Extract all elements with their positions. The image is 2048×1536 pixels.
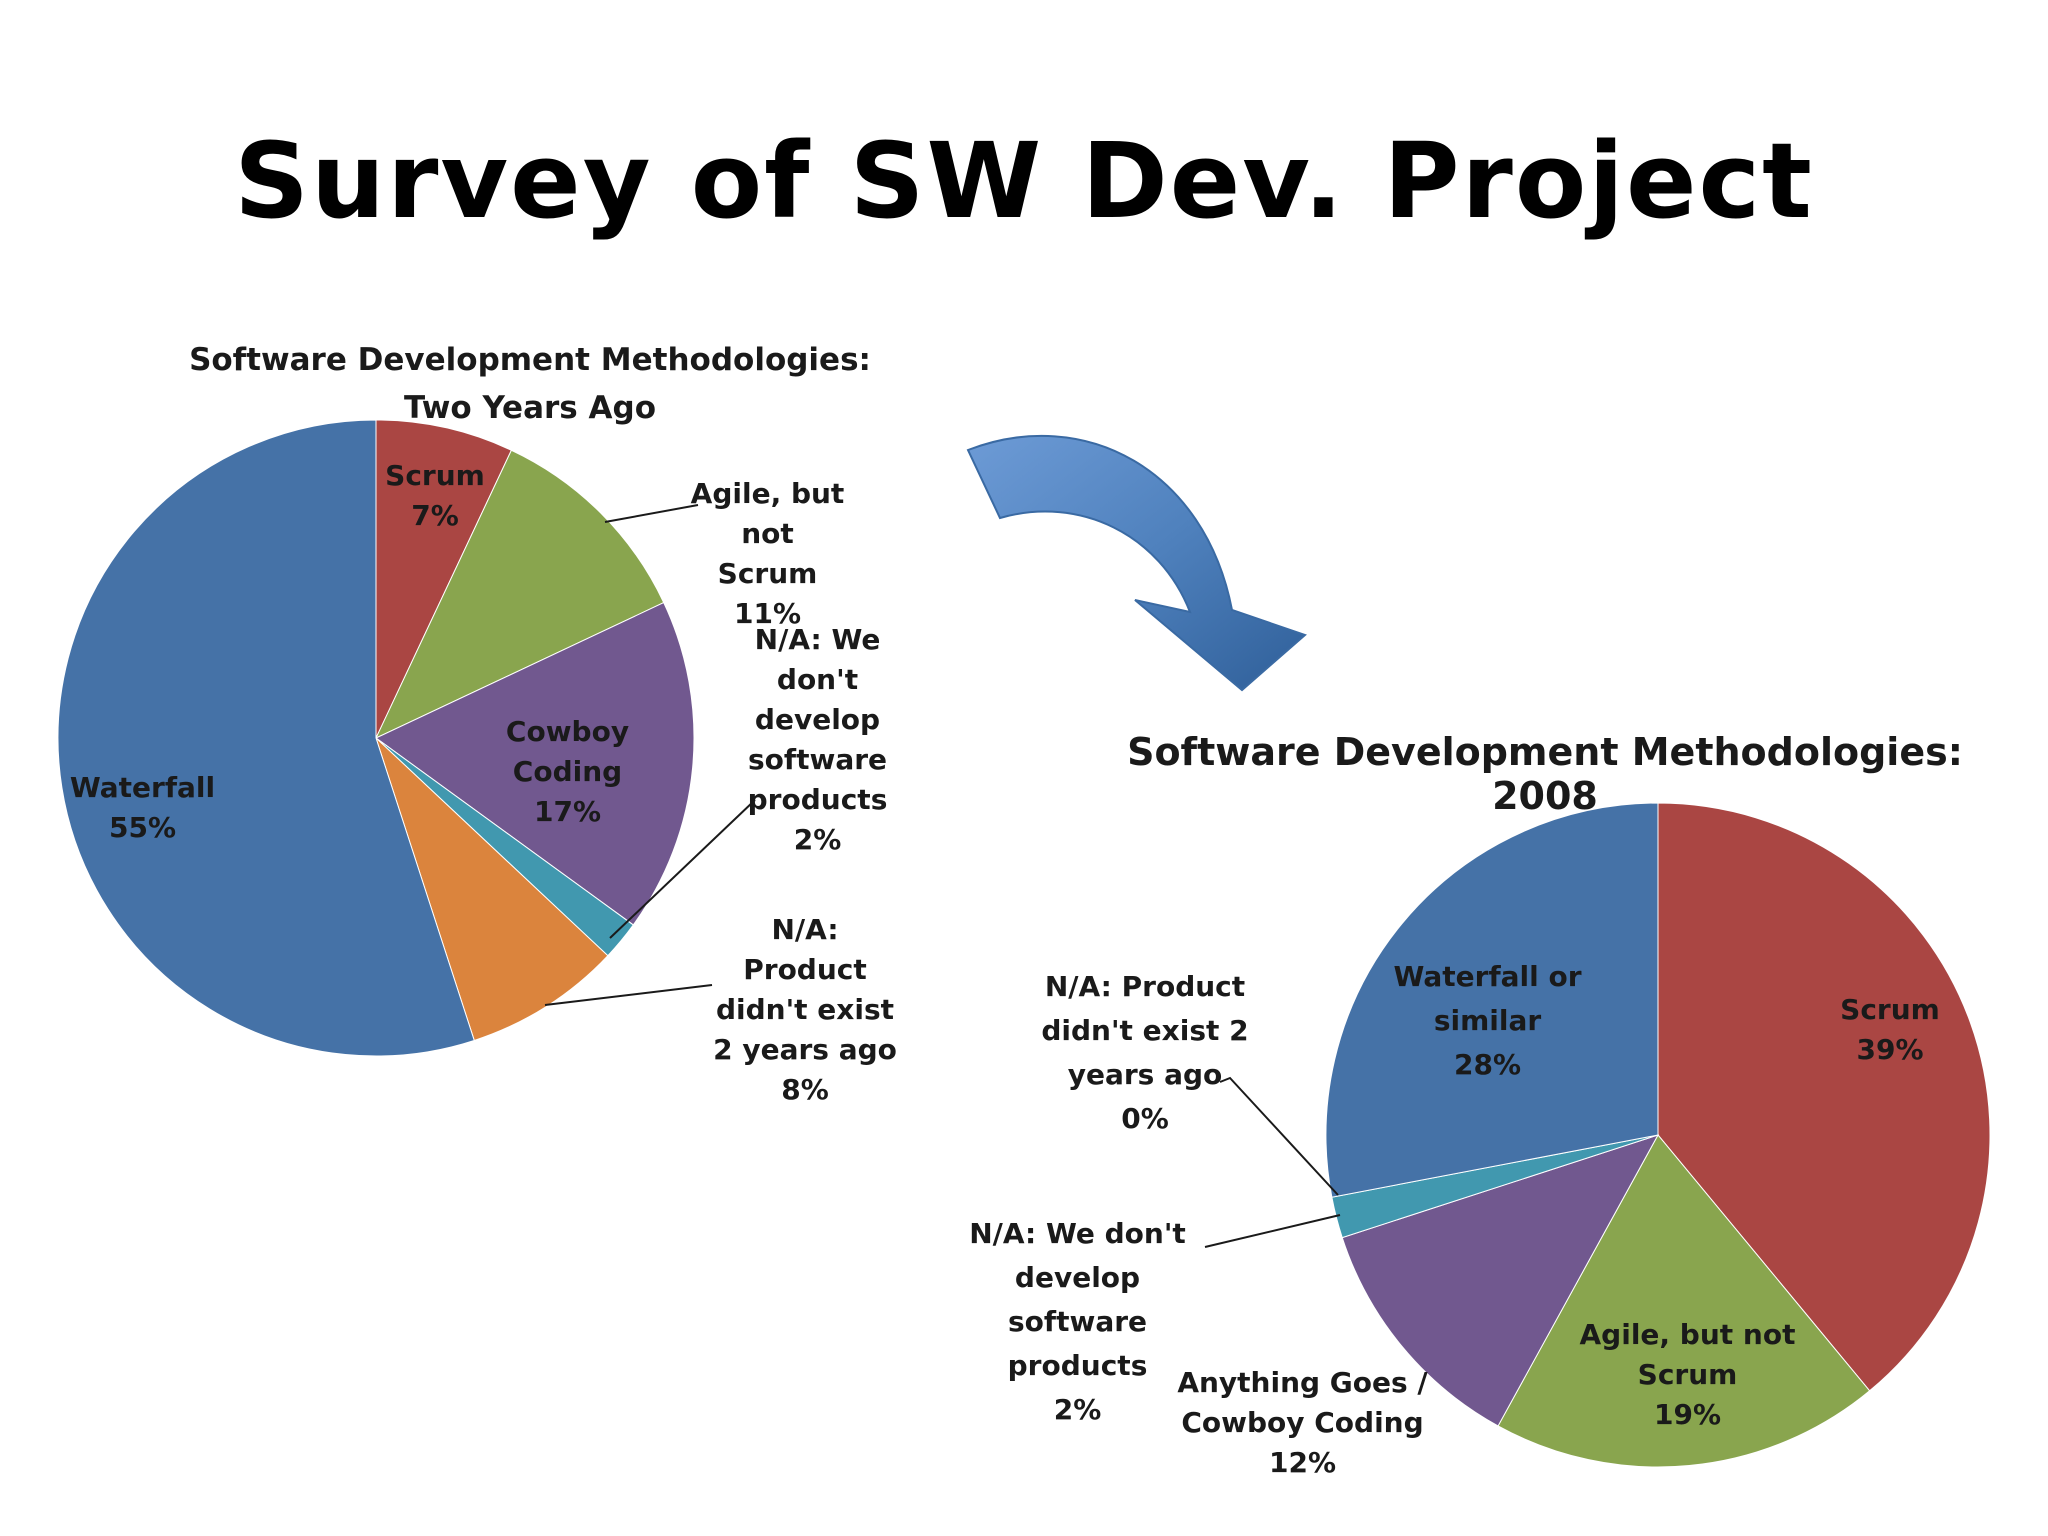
- slice-value: 17%: [533, 795, 602, 828]
- slice-name: Waterfall: [69, 771, 216, 804]
- slice-label-na-dev-2008: N/A: We don't develop software products …: [960, 1212, 1195, 1432]
- slice-name: N/A: We don't develop software products: [969, 1217, 1186, 1382]
- slice-value: 2%: [1053, 1393, 1102, 1426]
- slice-name: N/A: Product didn't exist 2 years ago: [1041, 970, 1249, 1091]
- slide-title: Survey of SW Dev. Project: [234, 120, 1814, 242]
- slice-label-na-dev: N/A: We don't develop software products …: [735, 620, 900, 860]
- leader-agile: [604, 504, 699, 523]
- slice-name: Anything Goes / Cowboy Coding: [1177, 1366, 1428, 1439]
- pie-slice-waterfall-or-similar: [1325, 802, 1659, 1198]
- leader-na-product-2008: [1219, 1076, 1339, 1196]
- pie-slice-waterfall: [57, 419, 475, 1057]
- slice-label-cowboy: Cowboy Coding 17%: [500, 712, 635, 832]
- slice-name: Agile, but not Scrum: [1579, 1318, 1796, 1391]
- slice-label-waterfall-2008: Waterfall or similar 28%: [1380, 955, 1595, 1087]
- chart-title-two-years-ago: Software Development Methodologies: Two …: [189, 342, 871, 426]
- slice-value: 28%: [1453, 1048, 1522, 1081]
- leader-lines: [544, 504, 1341, 1248]
- slice-name: Waterfall or similar: [1393, 960, 1582, 1037]
- leader-na-dev-2008: [1204, 1214, 1341, 1248]
- slice-label-scrum: Scrum 7%: [375, 456, 495, 536]
- slice-name: Scrum: [1840, 993, 1940, 1026]
- pie-chart-two-years-ago: [57, 419, 695, 1057]
- pie-slice-cowboy-coding: [375, 601, 695, 926]
- slice-name: Agile, but not Scrum: [690, 477, 845, 590]
- slice-value: 19%: [1653, 1398, 1722, 1431]
- slice-value: 11%: [733, 597, 802, 630]
- slice-label-cowboy-2008: Anything Goes / Cowboy Coding 12%: [1160, 1363, 1445, 1483]
- pie-slice-scrum: [1657, 802, 1991, 1392]
- slice-name: N/A: We don't develop software products: [747, 623, 888, 816]
- slice-value: 12%: [1268, 1446, 1337, 1479]
- slice-value: 0%: [1121, 1102, 1169, 1135]
- slice-label-scrum-2008: Scrum 39%: [1820, 990, 1960, 1070]
- slice-name: Scrum: [385, 459, 485, 492]
- slice-label-waterfall: Waterfall 55%: [60, 768, 225, 848]
- slice-name: Cowboy Coding: [505, 715, 630, 788]
- pie-chart-2008: [1325, 802, 1991, 1468]
- slice-value: 2%: [793, 823, 842, 856]
- slice-value: 7%: [411, 499, 459, 532]
- pie-slice-agile-but-not-scrum: [374, 449, 665, 740]
- curved-arrow-icon: [966, 435, 1307, 692]
- slice-value: 8%: [781, 1073, 829, 1106]
- pie-slice-agile-but-not-scrum: [1497, 1134, 1871, 1468]
- pie-slice-anything-goes-cowboy-coding: [1341, 1134, 1660, 1427]
- slice-name: N/A: Product didn't exist 2 years ago: [713, 913, 897, 1066]
- slice-label-agile-2008: Agile, but not Scrum 19%: [1575, 1315, 1800, 1435]
- slice-value: 39%: [1856, 1033, 1924, 1066]
- slice-label-na-product: N/A: Product didn't exist 2 years ago 8%: [705, 910, 905, 1110]
- leader-na-dev: [609, 799, 756, 939]
- pie-slice-n-a-product-didn-t-exist-2-years-ago: [375, 737, 609, 1042]
- pie-slice-scrum: [375, 419, 513, 739]
- chart-title-2008: Software Development Methodologies: 2008: [1127, 730, 1963, 818]
- slice-label-agile: Agile, but not Scrum 11%: [690, 474, 845, 634]
- slice-value: 55%: [108, 811, 177, 844]
- slice-label-na-product-2008: N/A: Product didn't exist 2 years ago 0%: [1040, 965, 1250, 1141]
- leader-na-product: [544, 984, 713, 1006]
